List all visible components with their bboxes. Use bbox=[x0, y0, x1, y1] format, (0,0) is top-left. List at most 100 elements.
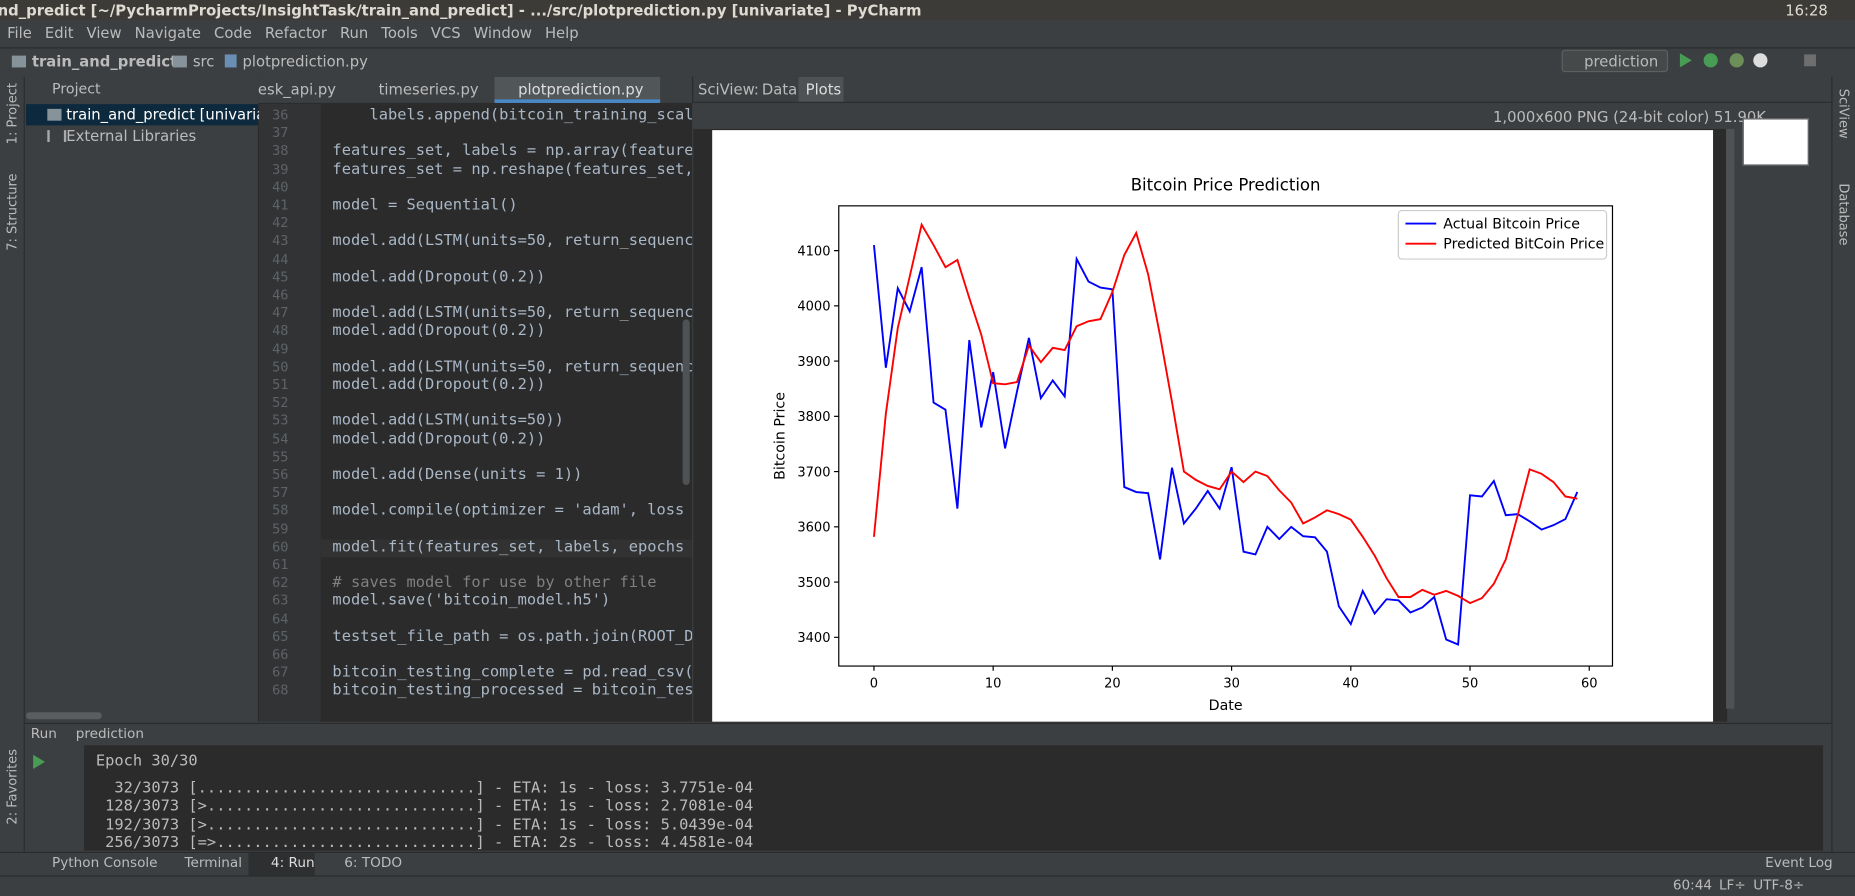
bottom-tab-active[interactable] bbox=[248, 852, 315, 876]
toolbar-button[interactable] bbox=[1729, 53, 1744, 68]
run-config[interactable]: prediction bbox=[1561, 49, 1669, 73]
plot-toolbar bbox=[693, 102, 1832, 129]
status-encoding[interactable]: UTF-8÷ bbox=[1753, 876, 1805, 894]
breadcrumb[interactable]: src bbox=[172, 52, 214, 70]
status-bar bbox=[0, 875, 1855, 896]
run-button[interactable] bbox=[1679, 53, 1692, 68]
code-line: model.fit(features_set, labels, epochs = bbox=[332, 538, 693, 556]
line-number: 67 bbox=[272, 663, 289, 681]
menu-item[interactable]: Navigate bbox=[134, 23, 201, 42]
rerun-button[interactable] bbox=[33, 754, 45, 769]
x-axis-label: Date bbox=[1209, 698, 1243, 714]
status-line-ending[interactable]: LF÷ bbox=[1718, 876, 1746, 894]
code-line: model.add(LSTM(units=50)) bbox=[332, 412, 564, 430]
x-tick-label: 10 bbox=[985, 676, 1002, 691]
x-tick-label: 50 bbox=[1462, 676, 1479, 691]
console-line: Epoch 30/30 bbox=[95, 752, 198, 771]
code-line: testset_file_path = os.path.join(ROOT_DI bbox=[332, 627, 693, 646]
left-tool-strip bbox=[0, 76, 25, 852]
breadcrumb[interactable]: plotprediction.py bbox=[224, 52, 368, 70]
sciview-tab[interactable]: Data bbox=[761, 80, 798, 99]
menu-item[interactable]: Tools bbox=[381, 23, 418, 42]
code-line: model.add(LSTM(units=50, return_sequence bbox=[332, 304, 693, 323]
line-number: 56 bbox=[272, 466, 289, 483]
sciview-header bbox=[692, 76, 1833, 103]
status-position[interactable]: 60:44 bbox=[1672, 876, 1713, 894]
code-line: model.add(Dropout(0.2)) bbox=[332, 268, 546, 287]
y-tick-label: 3500 bbox=[797, 576, 830, 591]
menu-item[interactable]: Window bbox=[473, 23, 532, 42]
code-line: bitcoin_testing_complete = pd.read_csv(t bbox=[332, 663, 693, 682]
menu-bar: File Edit View Navigate Code Refactor Run Tools… bbox=[0, 20, 1855, 48]
editor-tab-active[interactable] bbox=[494, 76, 661, 103]
line-number: 42 bbox=[272, 214, 289, 231]
editor-tab[interactable]: timeseries.py bbox=[378, 80, 479, 99]
plot-thumbnail[interactable] bbox=[1742, 118, 1809, 166]
menu-item[interactable]: VCS bbox=[430, 23, 461, 42]
menu-item[interactable]: Refactor bbox=[264, 23, 327, 42]
project-panel bbox=[24, 76, 260, 722]
menu-item[interactable]: Code bbox=[214, 23, 252, 42]
x-tick-label: 30 bbox=[1223, 676, 1240, 691]
code-line: features_set = np.reshape(features_set, bbox=[332, 160, 693, 179]
bottom-tab[interactable]: Python Console bbox=[52, 854, 158, 871]
menu-item[interactable]: Help bbox=[544, 23, 579, 42]
line-number: 51 bbox=[272, 376, 289, 393]
event-log[interactable]: Event Log bbox=[1765, 854, 1833, 871]
bottom-tab[interactable]: Terminal bbox=[184, 854, 243, 871]
line-number: 61 bbox=[272, 556, 289, 573]
console: Epoch 30/30 32/3073 [...................… bbox=[83, 745, 1824, 851]
tool-window-label[interactable]: SciView bbox=[1836, 88, 1852, 139]
code-line: model = Sequential() bbox=[332, 196, 518, 215]
line-number: 59 bbox=[272, 520, 289, 537]
bottom-tab[interactable]: 6: TODO bbox=[344, 854, 403, 871]
tool-window-label[interactable]: 1: Project bbox=[4, 82, 21, 145]
project-header[interactable]: Project bbox=[52, 80, 101, 98]
line-number: 37 bbox=[272, 124, 289, 142]
breadcrumb-text: train_and_predict bbox=[31, 52, 178, 70]
tree-item-text: train_and_predict [univariat bbox=[66, 105, 272, 124]
right-tool-strip bbox=[1831, 76, 1855, 852]
line-number: 60 bbox=[272, 538, 289, 555]
line-number: 55 bbox=[272, 448, 289, 465]
y-axis-label: Bitcoin Price bbox=[772, 392, 788, 480]
console-line: 256/3073 [=>............................… bbox=[95, 833, 754, 851]
tool-window-label[interactable]: 2: Favorites bbox=[4, 748, 21, 825]
line-number: 43 bbox=[272, 232, 289, 249]
series-line bbox=[873, 244, 1579, 646]
line-number: 44 bbox=[272, 250, 289, 267]
stop-button[interactable] bbox=[1804, 54, 1816, 67]
breadcrumb[interactable]: train_and_predict bbox=[11, 52, 178, 70]
line-number: 39 bbox=[272, 160, 289, 177]
sciview-tab-active[interactable] bbox=[798, 76, 844, 102]
editor-tab[interactable]: esk_api.py bbox=[257, 80, 337, 99]
y-tick-label: 4100 bbox=[797, 244, 830, 259]
menu-item[interactable]: Run bbox=[339, 23, 369, 42]
library-icon bbox=[47, 130, 67, 142]
toolbar-button[interactable] bbox=[1753, 53, 1768, 68]
tool-window-label[interactable]: 7: Structure bbox=[4, 173, 21, 251]
line-number: 65 bbox=[272, 627, 289, 645]
window-title: nd_predict [~/PycharmProjects/InsightTas… bbox=[0, 1, 922, 19]
debug-button[interactable] bbox=[1703, 53, 1718, 68]
scrollbar bbox=[26, 712, 102, 720]
menu-item[interactable]: View bbox=[86, 23, 122, 42]
run-header-label: Run bbox=[30, 725, 57, 742]
series-line bbox=[873, 222, 1578, 605]
chart: Bitcoin Price Prediction Date Bitcoin Pric… bbox=[772, 175, 1614, 714]
tool-window-label[interactable]: Database bbox=[1836, 183, 1852, 246]
code-line: labels.append(bitcoin_training_scale bbox=[332, 106, 693, 125]
menu-item[interactable]: Edit bbox=[44, 23, 74, 42]
code-line: model.save('bitcoin_model.h5') bbox=[332, 591, 611, 610]
title-bar bbox=[0, 0, 1855, 21]
bottom-tab[interactable]: 4: Run bbox=[270, 854, 315, 871]
menu-item[interactable]: File bbox=[7, 23, 32, 42]
sciview-tab[interactable]: Plots bbox=[805, 80, 842, 99]
console-line: 192/3073 [>.............................… bbox=[95, 815, 754, 834]
tree-item[interactable] bbox=[26, 104, 258, 126]
editor-tab[interactable]: plotprediction.py bbox=[518, 80, 644, 99]
editor-gutter bbox=[259, 104, 321, 722]
console-line: 128/3073 [>.............................… bbox=[95, 797, 754, 816]
code-line: model.compile(optimizer = 'adam', loss = bbox=[332, 502, 693, 520]
